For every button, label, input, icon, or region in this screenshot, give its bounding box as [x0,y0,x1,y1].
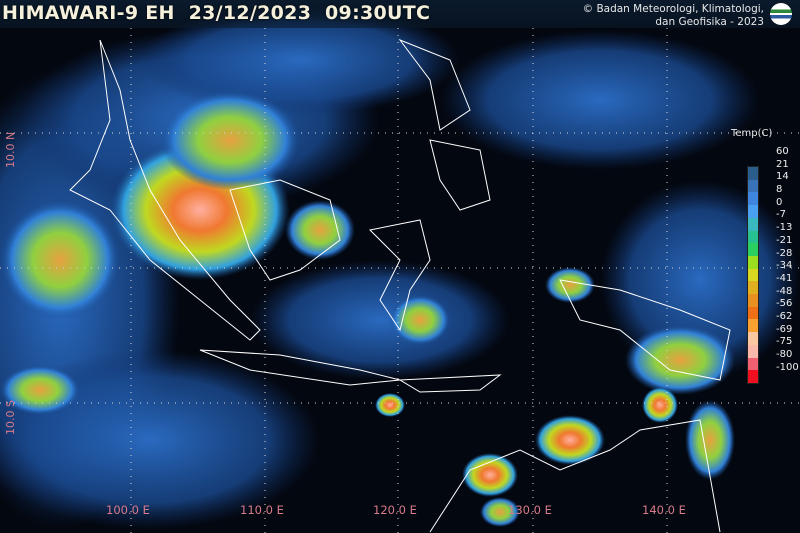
legend-label: 14 [776,171,789,183]
legend-label: -28 [776,247,793,259]
bmkg-logo [770,3,792,25]
legend-label: 8 [776,184,783,196]
legend-color-swatch [748,357,758,371]
legend-label: -80 [776,349,793,360]
lon-label: 110.0 E [240,503,284,517]
legend-color-swatch [748,192,758,206]
legend-color-swatch [748,370,758,383]
legend-color-swatch [748,294,758,307]
legend-color-swatch [748,306,758,320]
cloud-field [0,5,800,530]
legend-label: 0 [776,196,783,208]
legend-title: Temp(C) [731,128,773,139]
legend-labels: 60 21 14 8 0 -7 -13 -21 -28 -34 -41 -48 -56 -62 -69 -75… [776,146,799,374]
legend-color-swatch [748,255,758,269]
legend-color-swatch [748,332,758,345]
lon-label: 140.0 E [642,503,686,517]
legend-label: -75 [776,336,793,348]
legend-label: -7 [776,209,786,221]
lat-label: 10.0 S [4,400,17,435]
graticule [0,28,800,533]
legend-color-swatch [748,217,758,231]
legend-label: -62 [776,310,793,322]
lon-label: 120.0 E [373,503,417,517]
lat-label: 10.0 N [4,131,17,168]
legend-color-swatch [748,167,758,180]
legend-label: -100 [776,361,799,373]
credit-line-2: dan Geofisika - 2023 [655,16,764,28]
legend-color-swatch [748,205,758,218]
legend-label: -56 [776,298,793,310]
credit-line-1: © Badan Meteorologi, Klimatologi, [582,3,764,15]
legend-color-swatch [748,243,758,256]
legend-label: -41 [776,272,793,284]
credit-text: © Badan Meteorologi, Klimatologi, dan Ge… [583,3,764,29]
legend-label: -69 [776,323,793,335]
legend-color-swatch [748,179,758,193]
color-scale [747,166,759,384]
legend-label: -34 [776,260,793,272]
legend-color-swatch [748,344,758,358]
legend-color-swatch [748,319,758,333]
legend-label: -21 [776,234,793,246]
legend-color-swatch [748,281,758,295]
coastlines [69,38,731,533]
legend-label: -48 [776,285,793,297]
legend-color-swatch [748,230,758,244]
lon-label: 130.0 E [508,503,552,517]
legend-color-swatch [748,268,758,282]
title-bar [0,0,800,28]
lon-label: 100.0 E [106,503,150,517]
image-title: HIMAWARI-9 EH 23/12/2023 09:30UTC [2,2,431,24]
legend-label: 60 [776,146,789,157]
legend-label: 21 [776,158,789,170]
legend-label: -13 [776,222,793,234]
